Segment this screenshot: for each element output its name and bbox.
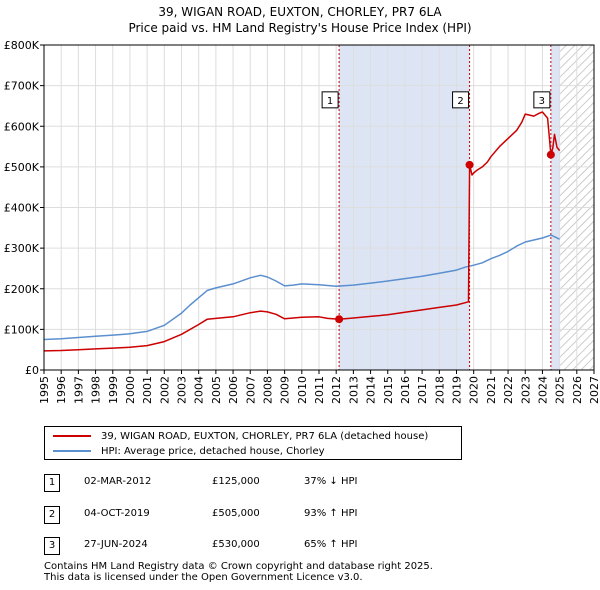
sale-marker-label: 2 (457, 96, 463, 107)
sale-hpi-change: 65% ↑ HPI (304, 539, 358, 550)
x-tick-label: 2012 (330, 376, 343, 404)
sale-point (465, 160, 474, 169)
sale-marker-box (452, 91, 470, 109)
footer-note: Contains HM Land Registry data © Crown c… (44, 561, 433, 583)
x-tick-label: 2009 (279, 376, 292, 404)
x-tick-label: 1996 (55, 376, 68, 404)
sale-marker-label: 3 (539, 96, 545, 107)
x-tick-label: 2004 (193, 376, 206, 404)
chart-title-line1: 39, WIGAN ROAD, EUXTON, CHORLEY, PR7 6LA (158, 5, 442, 19)
sale-number-badge: 1 (44, 474, 60, 492)
sale-point (335, 315, 344, 324)
legend-label-property: 39, WIGAN ROAD, EUXTON, CHORLEY, PR7 6LA… (101, 430, 429, 442)
x-tick-label: 2017 (416, 376, 429, 404)
sale-date: 27-JUN-2024 (84, 539, 148, 550)
price-chart: 1 2 3 £0 £100K £200K £300K £400K £500K £600K £700K… (4, 39, 600, 404)
x-tick-label: 2026 (571, 376, 584, 404)
x-tick-label: 2025 (554, 376, 567, 404)
hpi-line (43, 234, 560, 341)
footer-licence: This data is licensed under the Open Gov… (44, 572, 363, 583)
sale-marker-box (533, 91, 551, 109)
sale-number-badge: 3 (44, 537, 60, 555)
x-tick-label: 2014 (365, 376, 378, 404)
x-tick-label: 1995 (38, 376, 51, 404)
x-tick-label: 2007 (244, 376, 257, 404)
x-tick-label: 2019 (451, 376, 464, 404)
x-tick-label: 2005 (210, 376, 223, 404)
x-tick-label: 2021 (485, 376, 498, 404)
x-tick-label: 2022 (502, 376, 515, 404)
legend-item-hpi: HPI: Average price, detached house, Chor… (53, 444, 325, 458)
sale-number-badge: 2 (44, 506, 60, 524)
x-tick-label: 2000 (124, 376, 137, 404)
legend-swatch-hpi (53, 450, 91, 452)
x-tick-label: 1999 (107, 376, 120, 404)
x-tick-label: 1998 (90, 376, 103, 404)
y-tick-label: £500K (4, 161, 40, 174)
x-tick-label: 2018 (433, 376, 446, 404)
x-tick-label: 2027 (588, 376, 600, 404)
sale-marker-label: 1 (327, 96, 333, 107)
x-tick-label: 2001 (141, 376, 154, 404)
legend-label-hpi: HPI: Average price, detached house, Chor… (101, 445, 325, 457)
x-tick-label: 2020 (468, 376, 481, 404)
legend-swatch-property (53, 435, 91, 437)
y-tick-label: £800K (4, 39, 40, 52)
x-tick-label: 2024 (536, 376, 549, 404)
x-tick-label: 2016 (399, 376, 412, 404)
x-tick-label: 2013 (347, 376, 360, 404)
property-price-line (43, 111, 561, 352)
x-tick-label: 2008 (261, 376, 274, 404)
y-tick-label: £400K (4, 202, 40, 215)
y-tick-label: £200K (4, 283, 40, 296)
x-tick-label: 2011 (313, 376, 326, 404)
sale-date: 02-MAR-2012 (84, 476, 152, 487)
sale-point (546, 150, 555, 159)
x-tick-label: 2002 (158, 376, 171, 404)
footer-copyright: Contains HM Land Registry data © Crown c… (44, 561, 433, 572)
sale-marker-box (321, 91, 339, 109)
sale-hpi-change: 93% ↑ HPI (304, 508, 358, 519)
sale-price: £505,000 (212, 508, 260, 519)
y-tick-label: £0 (25, 364, 39, 377)
x-tick-label: 2003 (176, 376, 189, 404)
x-tick-label: 1997 (72, 376, 85, 404)
x-tick-label: 2010 (296, 376, 309, 404)
x-tick-label: 2015 (382, 376, 395, 404)
y-tick-label: £600K (4, 120, 40, 133)
legend-box: 39, WIGAN ROAD, EUXTON, CHORLEY, PR7 6LA… (44, 426, 462, 460)
y-tick-label: £100K (4, 323, 40, 336)
y-tick-label: £700K (4, 80, 40, 93)
sale-price: £530,000 (212, 539, 260, 550)
chart-title-line2: Price paid vs. HM Land Registry's House … (128, 21, 472, 35)
x-tick-label: 2023 (519, 376, 532, 404)
sale-price: £125,000 (212, 476, 260, 487)
legend-item-property: 39, WIGAN ROAD, EUXTON, CHORLEY, PR7 6LA… (53, 429, 428, 443)
y-tick-label: £300K (4, 242, 40, 255)
sale-date: 04-OCT-2019 (84, 508, 150, 519)
x-tick-label: 2006 (227, 376, 240, 404)
sale-hpi-change: 37% ↓ HPI (304, 476, 358, 487)
